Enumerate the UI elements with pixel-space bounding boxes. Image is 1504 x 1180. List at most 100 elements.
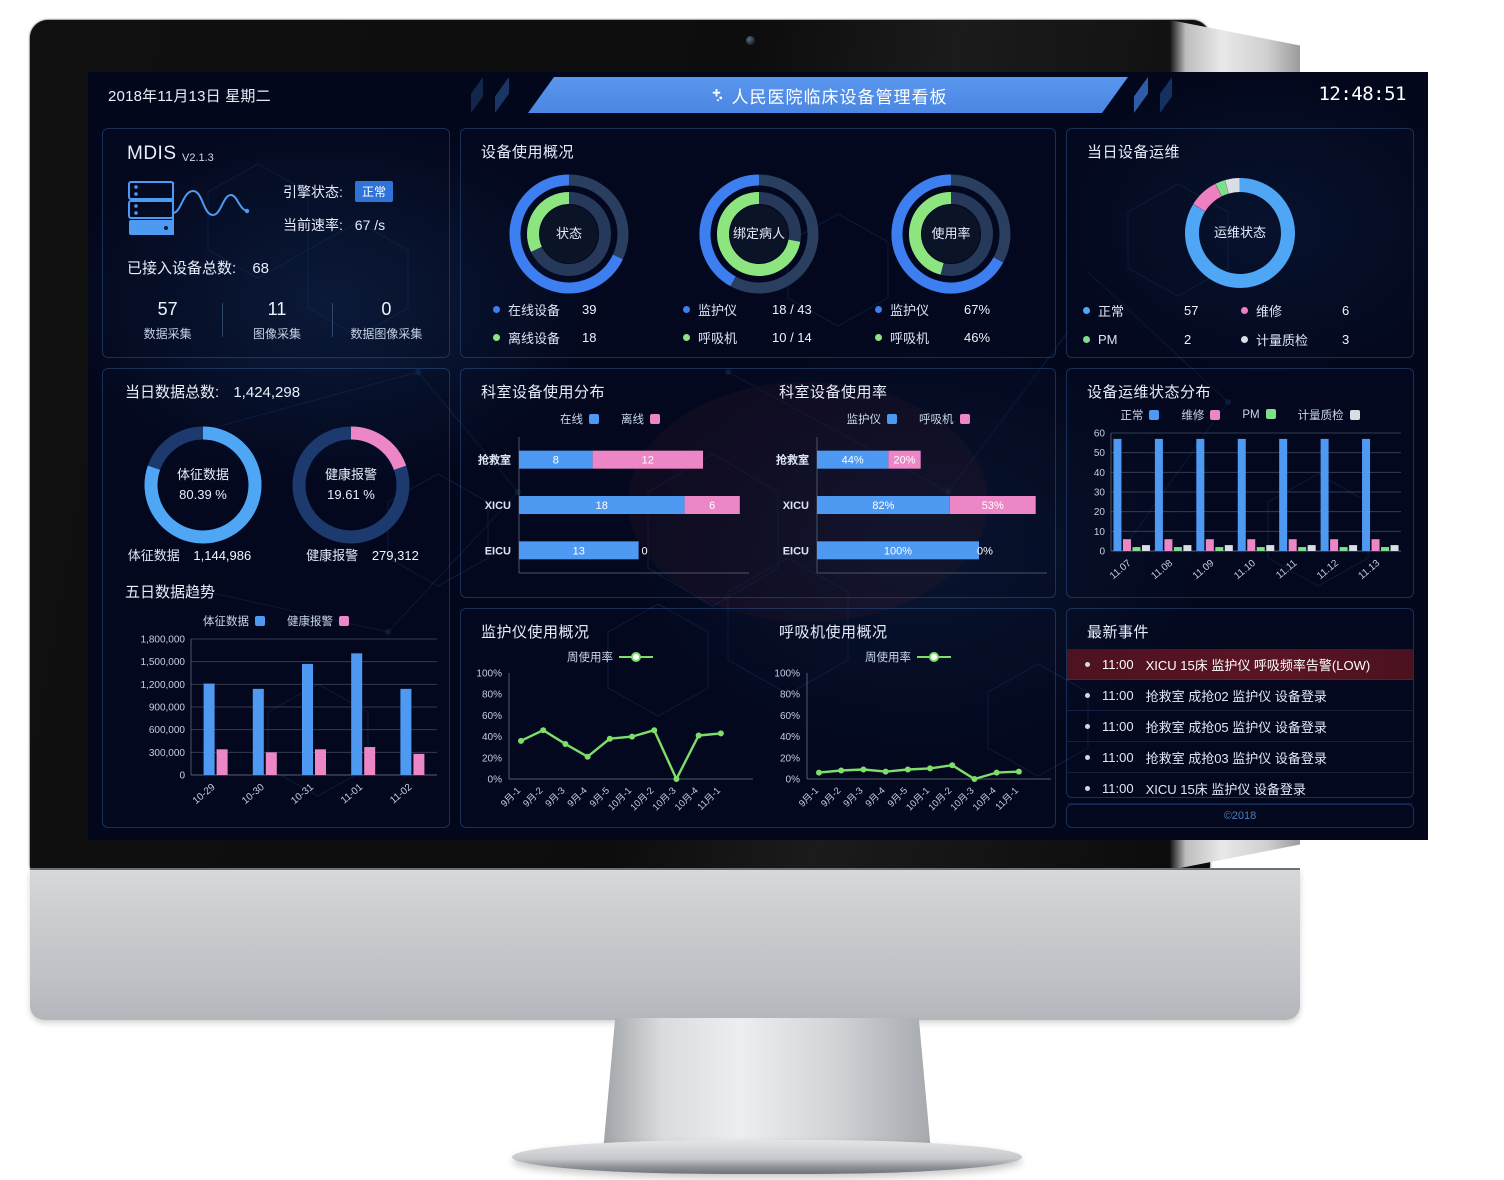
legend-line-marker <box>917 652 951 662</box>
bar <box>1164 539 1173 551</box>
monitor-stand-neck <box>602 1018 932 1163</box>
ops-distribution-title: 设备运维状态分布 <box>1087 384 1212 401</box>
legend-name: 计量质检 <box>1297 410 1344 422</box>
bar <box>1247 539 1256 551</box>
deptrate-chart-svg: 抢救室 44% 20% XICU 82% 53% EICU 100% 0% <box>776 437 1047 574</box>
copyright-text: ©2018 <box>1223 810 1257 822</box>
line-data-point <box>927 765 934 772</box>
donut-inner-arc <box>909 192 952 275</box>
daily-ops-title: 当日设备运维 <box>1087 144 1181 161</box>
legend-row: PM 2 <box>1083 330 1241 349</box>
legend-name: 维修 <box>1256 304 1283 319</box>
event-row[interactable]: 11:00 XICU 15床 监护仪 设备登录 <box>1067 773 1413 804</box>
bar-value-label: 0 <box>642 545 648 557</box>
y-axis-tick: 100% <box>476 669 502 680</box>
legend-name: 监护仪 <box>890 303 930 318</box>
bar-value-label: 100% <box>884 545 912 557</box>
header-slash-decoration-3 <box>1134 77 1148 113</box>
legend-swatch <box>1210 410 1221 420</box>
bar <box>1224 545 1233 551</box>
line-data-point <box>606 735 613 742</box>
x-axis-tick: 10-30 <box>240 782 267 807</box>
bar <box>1362 438 1371 551</box>
bar <box>1132 547 1141 551</box>
event-row[interactable]: 11:00 XICU 15床 监护仪 呼吸频率告警(LOW) <box>1067 649 1413 680</box>
legend-swatch <box>339 616 349 626</box>
y-axis-tick: 20 <box>1094 507 1106 518</box>
donut-inner-arc <box>717 192 801 276</box>
header-date: 2018年11月13日 星期二 <box>108 88 271 105</box>
y-axis-tick: 20% <box>482 753 502 764</box>
bar <box>1349 545 1358 551</box>
current-rate: 当前速率: 67 /s <box>283 215 385 235</box>
events-list[interactable]: 11:00 XICU 15床 监护仪 呼吸频率告警(LOW) 11:00 抢救室 成抢… <box>1067 649 1413 804</box>
x-axis-tick: 10月-4 <box>971 785 999 813</box>
dept-rate-title: 科室设备使用率 <box>779 384 888 401</box>
event-time: 11:00 <box>1102 780 1134 796</box>
y-axis-tick: 600,000 <box>149 725 186 736</box>
legend-name: 监护仪 <box>698 303 738 318</box>
line-data-point <box>838 767 845 774</box>
current-rate-value: 67 /s <box>354 217 386 233</box>
bar <box>1237 438 1246 551</box>
header-slash-decoration-1 <box>495 77 509 113</box>
y-axis-tick: 0 <box>179 771 185 782</box>
category-label: XICU <box>783 500 809 512</box>
x-axis-tick: 9月-4 <box>566 785 590 809</box>
usage-column-0: 状态 在线设备 39 离线设备 18 <box>471 169 667 349</box>
bar <box>1154 438 1163 551</box>
y-axis-tick: 1,800,000 <box>141 635 186 646</box>
legend-item: 监护仪 <box>847 411 897 427</box>
usage-legend-2: 监护仪 67% 呼吸机 46% <box>875 291 1050 347</box>
x-axis-tick: 10-29 <box>191 782 218 807</box>
event-row[interactable]: 11:00 抢救室 成抢05 监护仪 设备登录 <box>1067 711 1413 742</box>
legend-name: PM <box>1242 409 1260 421</box>
mdis-name: MDIS <box>127 143 177 164</box>
ven-chart-svg: 0%20%40%60%80%100%9月-19月-29月-39月-49月-510… <box>774 669 1051 813</box>
ops-donut: 运维状态 <box>1174 167 1306 299</box>
x-axis-tick: 9月-3 <box>841 785 865 809</box>
footer-panel: ©2018 <box>1066 804 1414 828</box>
line-data-point <box>695 732 702 739</box>
line-series-path <box>519 729 723 781</box>
x-axis-tick: 11.07 <box>1108 558 1134 582</box>
legend-dot <box>875 306 882 313</box>
event-row[interactable]: 11:00 抢救室 成抢02 监护仪 设备登录 <box>1067 680 1413 711</box>
stacked-bar-segment <box>817 541 979 560</box>
header-slash-decoration-2 <box>471 77 483 113</box>
x-axis-tick: 11.09 <box>1191 558 1217 582</box>
footer-value: 1,144,986 <box>193 548 252 563</box>
line-data-point <box>540 727 547 734</box>
event-time: 11:00 <box>1102 656 1134 672</box>
mdis-stat-label: 图像采集 <box>252 327 301 341</box>
line-data-point <box>993 769 1000 776</box>
legend-item: 正常 <box>1120 407 1160 423</box>
event-text: XICU 15床 监护仪 呼吸频率告警(LOW) <box>1145 657 1371 673</box>
ventilator-usage-chart: 0% 20% 40% 60% 80% 100% 9月-1 9月-2 9月-3 9月-4 9月-5 10… <box>763 665 1055 825</box>
bar-value-label: 20% <box>893 455 915 467</box>
deptdist-chart-svg: 抢救室 8 12 XICU 18 6 EICU 13 0 <box>478 437 749 574</box>
legend-line-marker <box>619 652 653 662</box>
legend-dot <box>493 334 500 341</box>
y-axis-tick: 40% <box>482 732 502 743</box>
donut-outer-arc <box>699 174 760 287</box>
line-data-point <box>651 727 658 734</box>
x-axis-tick: 11.13 <box>1357 558 1383 582</box>
event-time: 11:00 <box>1102 749 1134 765</box>
stacked-bar-segment <box>519 541 639 560</box>
usage-donut-0 <box>509 174 629 294</box>
usage-donut-wrap-1: 绑定病人 <box>694 169 824 299</box>
event-row[interactable]: 11:00 抢救室 成抢03 监护仪 设备登录 <box>1067 742 1413 773</box>
status-badge: 正常 <box>355 181 394 202</box>
monitor-usage-chart: 0% 20% 40% 60% 80% 100% 9月-1 9月-2 9月-3 9月-4 9月-5 10… <box>465 665 757 825</box>
bar-value-label: 53% <box>982 500 1004 512</box>
bar <box>413 753 425 775</box>
bar-value-label: 13 <box>573 545 585 557</box>
mdis-stat-2: 0 数据图像采集 <box>331 299 441 342</box>
legend-name: 正常 <box>1120 410 1144 422</box>
legend-dot <box>493 306 500 313</box>
legend-item: 维修 <box>1181 407 1221 423</box>
ops-donut-slice-1 <box>1193 183 1222 212</box>
event-bullet-icon <box>1085 661 1090 667</box>
legend-swatch <box>589 414 599 424</box>
